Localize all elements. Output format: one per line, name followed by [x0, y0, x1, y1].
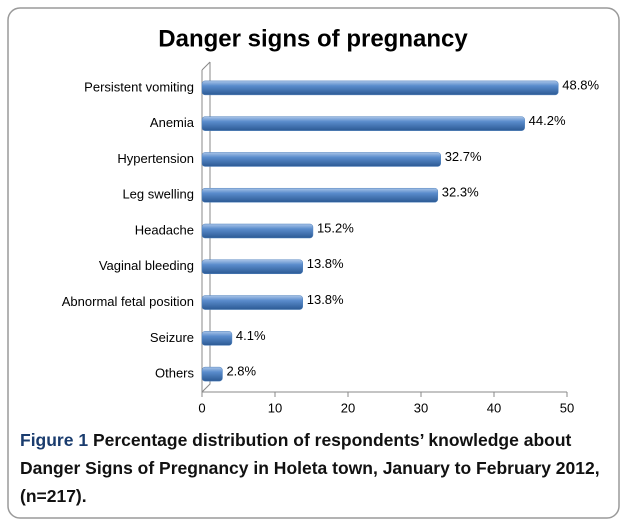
data-label: 32.3% — [442, 185, 479, 200]
chart-title: Danger signs of pregnancy — [158, 25, 468, 52]
data-label: 4.1% — [236, 328, 266, 343]
y-tick-label: Seizure — [150, 330, 194, 345]
bar — [201, 80, 559, 96]
y-tick-label: Persistent vomiting — [84, 79, 194, 94]
bar — [201, 366, 223, 382]
x-tick-label: 0 — [198, 400, 205, 415]
bar — [201, 331, 233, 346]
data-label: 15.2% — [317, 220, 354, 235]
data-label: 48.8% — [562, 77, 599, 92]
data-label: 13.8% — [307, 292, 344, 307]
bar — [201, 116, 525, 131]
x-tick-label: 50 — [560, 400, 574, 415]
bar — [201, 295, 303, 310]
bar — [201, 259, 303, 275]
y-tick-label: Headache — [135, 222, 194, 237]
data-label: 13.8% — [307, 256, 344, 271]
bar — [201, 187, 439, 203]
x-tick-label: 10 — [268, 400, 282, 415]
bar — [201, 152, 441, 167]
x-tick-label: 40 — [487, 400, 501, 415]
y-tick-label: Leg swelling — [122, 187, 194, 202]
y-tick-label: Vaginal bleeding — [99, 258, 194, 273]
bar — [201, 223, 314, 239]
caption: Figure 1 Percentage distribution of resp… — [20, 426, 612, 510]
data-label: 2.8% — [226, 364, 256, 379]
x-tick-label: 30 — [414, 400, 428, 415]
caption-text: Percentage distribution of respondents’ … — [20, 430, 600, 506]
data-label: 44.2% — [529, 113, 566, 128]
data-label: 32.7% — [445, 149, 482, 164]
y-tick-label: Anemia — [150, 115, 195, 130]
caption-label: Figure 1 — [20, 430, 89, 450]
y-tick-label: Hypertension — [117, 151, 194, 166]
frame — [7, 7, 620, 519]
y-tick-label: Others — [155, 366, 195, 381]
y-tick-label: Abnormal fetal position — [62, 294, 194, 309]
x-tick-label: 20 — [341, 400, 355, 415]
